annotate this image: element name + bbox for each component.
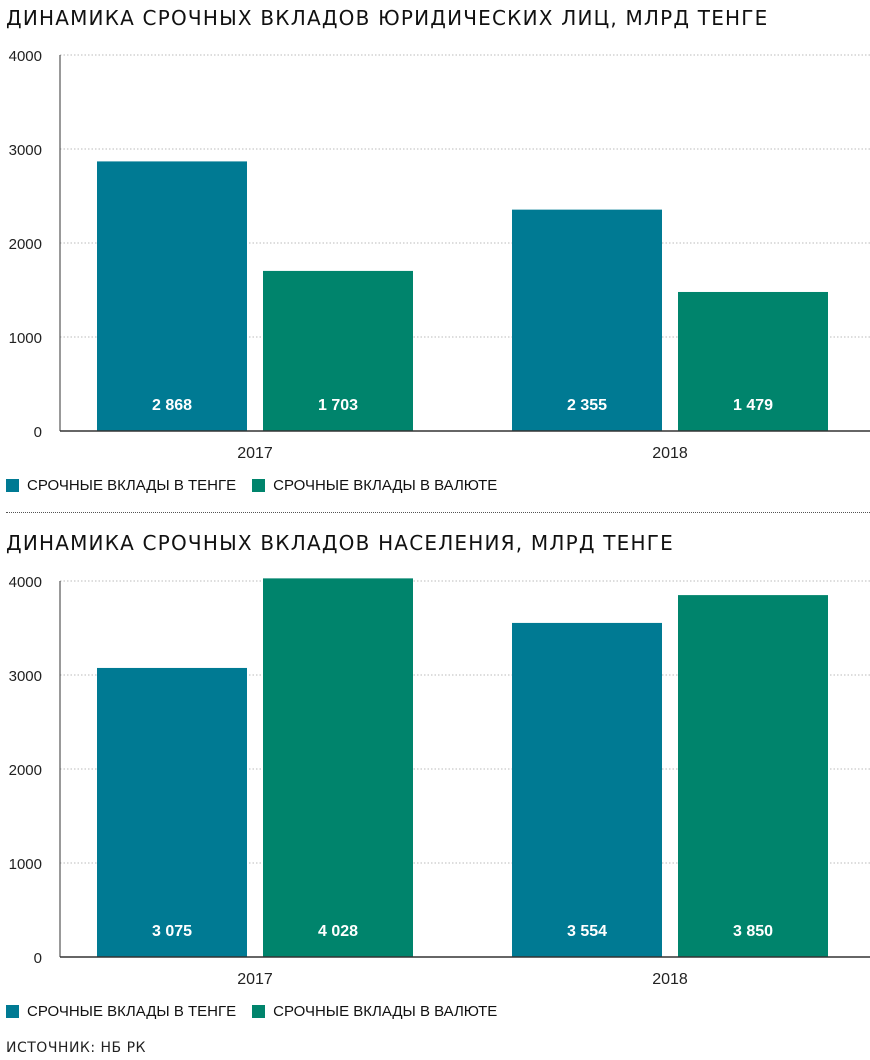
bar-value-label: 1 703 — [318, 397, 358, 414]
bar-chart-population: 0 1000 2000 3000 4000 3 075 4 028 2017 3 554 3 85… — [9, 574, 870, 986]
legend-swatch-tenge — [6, 1005, 19, 1018]
bar-value-label: 3 850 — [733, 923, 773, 940]
legend-swatch-currency — [252, 479, 266, 492]
bar-currency-2017 — [263, 270, 413, 431]
legend-population: СРОЧНЫЕ ВКЛАДЫ В ТЕНГЕ СРОЧНЫЕ ВКЛАДЫ В … — [6, 1003, 513, 1020]
bar-chart-legal-entities: 0 1000 2000 3000 4000 2 868 1 703 2017 2 355 1 47… — [9, 48, 870, 460]
bar-value-label: 3 554 — [567, 923, 607, 940]
legend-label-currency: СРОЧНЫЕ ВКЛАДЫ В ВАЛЮТЕ — [273, 477, 498, 494]
x-tick-label: 2017 — [237, 445, 273, 460]
bar-value-label: 2 868 — [152, 397, 192, 414]
bar-currency-2017 — [263, 578, 413, 957]
legend-legal-entities: СРОЧНЫЕ ВКЛАДЫ В ТЕНГЕ СРОЧНЫЕ ВКЛАДЫ В … — [6, 477, 513, 494]
legend-swatch-currency — [252, 1005, 266, 1018]
bar-currency-2018 — [678, 291, 828, 431]
y-tick-label: 3000 — [9, 142, 42, 159]
x-tick-label: 2018 — [652, 445, 688, 460]
bar-value-label: 2 355 — [567, 397, 607, 414]
bar-value-label: 3 075 — [152, 923, 192, 940]
bar-tenge-2018 — [512, 622, 662, 957]
bar-tenge-2017 — [97, 161, 247, 431]
bar-tenge-2017 — [97, 667, 247, 957]
y-tick-label: 2000 — [9, 762, 42, 779]
legend-swatch-tenge — [6, 479, 19, 492]
legend-item-tenge: СРОЧНЫЕ ВКЛАДЫ В ТЕНГЕ — [6, 1003, 236, 1020]
bar-value-label: 4 028 — [318, 923, 358, 940]
bar-tenge-2018 — [512, 209, 662, 431]
legend-label-tenge: СРОЧНЫЕ ВКЛАДЫ В ТЕНГЕ — [27, 1003, 237, 1020]
y-tick-label: 4000 — [9, 48, 42, 65]
source-note: ИСТОЧНИК: НБ РК — [6, 1040, 146, 1056]
section-divider — [6, 512, 870, 513]
legend-label-tenge: СРОЧНЫЕ ВКЛАДЫ В ТЕНГЕ — [27, 477, 237, 494]
x-tick-label: 2017 — [237, 971, 273, 986]
x-tick-label: 2018 — [652, 971, 688, 986]
bar-currency-2018 — [678, 595, 828, 957]
legend-label-currency: СРОЧНЫЕ ВКЛАДЫ В ВАЛЮТЕ — [273, 1003, 498, 1020]
y-tick-label: 2000 — [9, 236, 42, 253]
y-tick-label: 4000 — [9, 574, 42, 591]
bar-value-label: 1 479 — [733, 397, 773, 414]
y-tick-label: 0 — [34, 424, 42, 441]
y-tick-label: 1000 — [9, 856, 42, 873]
legend-item-currency: СРОЧНЫЕ ВКЛАДЫ В ВАЛЮТЕ — [252, 477, 497, 494]
legend-item-currency: СРОЧНЫЕ ВКЛАДЫ В ВАЛЮТЕ — [252, 1003, 497, 1020]
chart-title-legal-entities: ДИНАМИКА СРОЧНЫХ ВКЛАДОВ ЮРИДИЧЕСКИХ ЛИЦ… — [6, 6, 769, 30]
chart-title-population: ДИНАМИКА СРОЧНЫХ ВКЛАДОВ НАСЕЛЕНИЯ, МЛРД… — [6, 531, 674, 555]
y-tick-label: 3000 — [9, 668, 42, 685]
legend-item-tenge: СРОЧНЫЕ ВКЛАДЫ В ТЕНГЕ — [6, 477, 236, 494]
y-tick-label: 0 — [34, 950, 42, 967]
y-tick-label: 1000 — [9, 330, 42, 347]
